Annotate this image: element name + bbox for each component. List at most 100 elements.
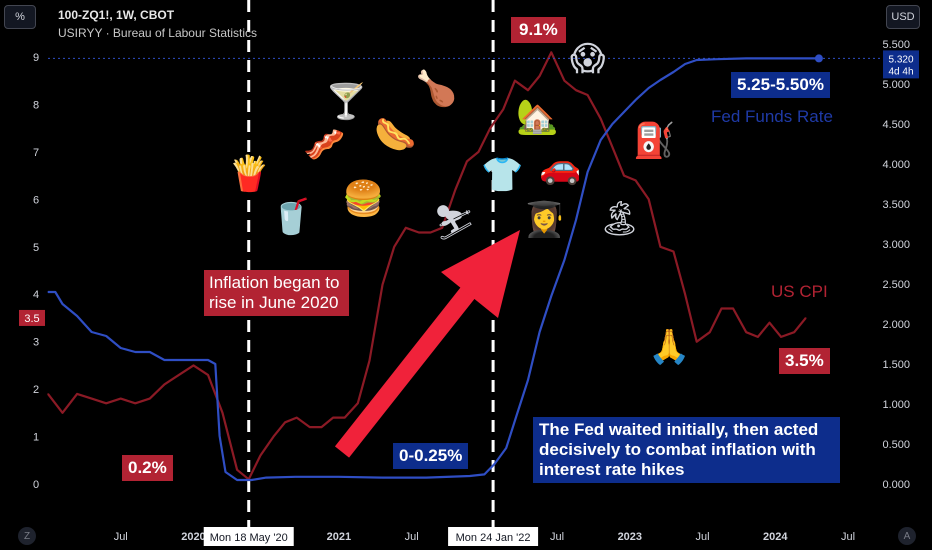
right-tick-label: 1.500 bbox=[882, 359, 910, 371]
fed-point bbox=[539, 331, 541, 333]
cpi-point bbox=[393, 246, 395, 248]
x-tick-label: Jul bbox=[405, 531, 419, 543]
cpi-point bbox=[91, 398, 93, 400]
cpi-low-label: 0.2% bbox=[122, 455, 173, 481]
cpi-point bbox=[477, 151, 480, 153]
x-tick-label: Jul bbox=[696, 531, 710, 543]
cpi-point bbox=[611, 146, 614, 148]
cpi-point bbox=[600, 118, 602, 120]
cpi-point bbox=[539, 75, 541, 77]
bacon-icon: 🥓 bbox=[303, 125, 346, 165]
pray-icon: 🙏 bbox=[648, 327, 691, 367]
right-axis: 0.000 0.500 1.000 1.500 2.000 2.500 3.000 3.500… bbox=[882, 39, 919, 491]
soda-icon: 🥤 bbox=[270, 197, 313, 237]
fed-point bbox=[505, 447, 507, 449]
cpi-point bbox=[272, 436, 275, 438]
cpi-point bbox=[405, 227, 407, 229]
fed-point bbox=[192, 359, 195, 361]
right-tick-label: 0.000 bbox=[882, 479, 910, 491]
cpi-point bbox=[163, 383, 165, 385]
fed-point bbox=[207, 359, 209, 361]
cpi-point bbox=[357, 402, 359, 404]
right-price-tag-value: 5.320 bbox=[888, 54, 913, 65]
trend-arrow bbox=[334, 230, 520, 458]
cpi-point bbox=[284, 421, 286, 423]
fed-point bbox=[745, 57, 747, 60]
fed-point bbox=[236, 479, 238, 481]
cpi-point bbox=[502, 108, 504, 110]
fed-point bbox=[338, 476, 340, 478]
fed-last-point bbox=[814, 54, 823, 63]
cpi-point bbox=[296, 417, 298, 419]
fed-point bbox=[684, 63, 686, 65]
cpi-point bbox=[709, 331, 711, 333]
fed-point bbox=[134, 351, 136, 353]
left-tick-label: 8 bbox=[33, 99, 39, 111]
left-tick-label: 5 bbox=[33, 242, 39, 254]
x-tick-label: Jul bbox=[114, 531, 128, 543]
cursor-date-text-1: Mon 18 May '20 bbox=[210, 532, 288, 544]
fed-point bbox=[54, 291, 56, 293]
cpi-point bbox=[332, 417, 334, 419]
cpi-point bbox=[720, 307, 723, 310]
left-tick-label: 1 bbox=[33, 432, 39, 444]
fed-point bbox=[587, 171, 589, 173]
left-price-tag bbox=[19, 309, 45, 326]
cpi-point bbox=[454, 189, 456, 191]
drumstick-icon: 🍗 bbox=[415, 69, 458, 109]
cpi-point bbox=[780, 336, 782, 338]
fed-point bbox=[178, 359, 180, 361]
right-tick-label: 5.500 bbox=[882, 39, 910, 51]
right-tick-label: 3.000 bbox=[882, 239, 910, 251]
currency-button[interactable]: USD bbox=[886, 5, 920, 29]
source-subtitle: USIRYY · Bureau of Labour Statistics bbox=[58, 26, 257, 40]
fed-point bbox=[575, 219, 577, 221]
x-tick-label: Jul bbox=[550, 531, 564, 543]
cursor-date-text-2: Mon 24 Jan '22 bbox=[456, 532, 531, 544]
fries-icon: 🍟 bbox=[228, 154, 271, 194]
cursor-date-tag-2 bbox=[448, 527, 539, 546]
fed-point bbox=[425, 477, 427, 479]
fed-point bbox=[659, 79, 662, 81]
fed-point bbox=[251, 479, 253, 481]
fed-point bbox=[635, 99, 637, 101]
cpi-point bbox=[684, 293, 686, 295]
cpi-point bbox=[623, 175, 625, 177]
cpi-point bbox=[134, 402, 136, 404]
fed-point bbox=[648, 87, 650, 89]
symbol-title: 100-ZQ1!, 1W, CBOT bbox=[58, 8, 175, 22]
cpi-line bbox=[47, 51, 807, 481]
fed-point bbox=[91, 331, 93, 333]
fed-point bbox=[120, 347, 122, 349]
cpi-point bbox=[236, 469, 238, 471]
fed-point bbox=[563, 259, 566, 261]
fed-point bbox=[76, 315, 78, 317]
arrow-shaft bbox=[334, 284, 478, 458]
cpi-point bbox=[745, 331, 747, 333]
fed-point bbox=[265, 477, 267, 479]
cpi-point bbox=[768, 322, 771, 324]
fed-point bbox=[105, 335, 107, 337]
inflation-began-note: Inflation began to rise in June 2020 bbox=[204, 270, 349, 316]
cpi-point bbox=[418, 231, 420, 234]
cpi-point bbox=[757, 336, 759, 338]
left-tick-label: 9 bbox=[33, 52, 39, 64]
fed-range-label: 5.25-5.50% bbox=[731, 72, 830, 98]
arrow-head bbox=[441, 230, 520, 318]
cpi-point bbox=[429, 231, 432, 234]
cpi-point bbox=[514, 80, 516, 82]
auto-scale-left-button[interactable]: Z bbox=[18, 527, 36, 545]
zero-range-label: 0-0.25% bbox=[393, 443, 469, 469]
auto-scale-right-button[interactable]: A bbox=[898, 527, 916, 545]
left-price-tag-text: 3.5 bbox=[24, 313, 39, 325]
cpi-point bbox=[563, 80, 566, 82]
percent-scale-button[interactable]: % bbox=[4, 5, 36, 29]
right-tick-label: 0.500 bbox=[882, 439, 910, 451]
cpi-point bbox=[489, 127, 491, 129]
left-tick-label: 2 bbox=[33, 384, 39, 396]
x-tick-label: 2020 bbox=[181, 531, 205, 543]
fed-point bbox=[224, 471, 227, 473]
us-cpi-label: US CPI bbox=[771, 282, 828, 301]
x-tick-label: 2021 bbox=[327, 531, 351, 543]
fed-point bbox=[493, 463, 496, 465]
